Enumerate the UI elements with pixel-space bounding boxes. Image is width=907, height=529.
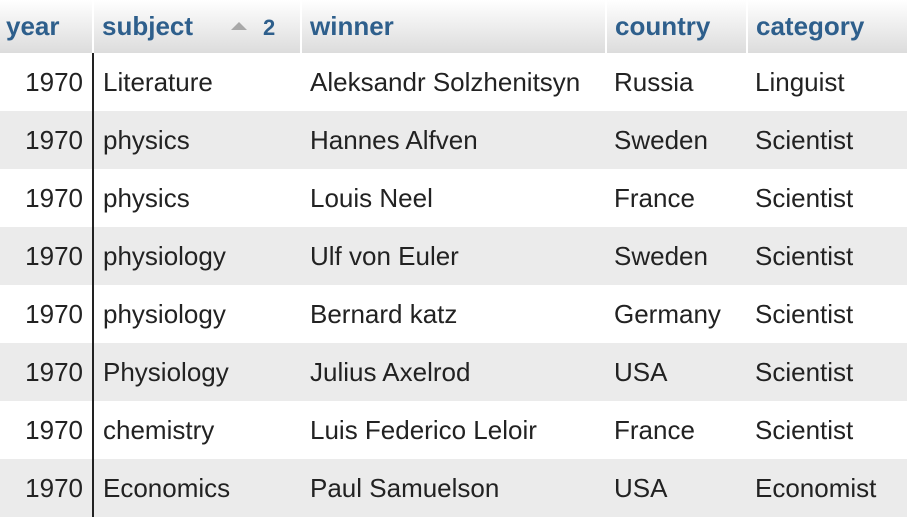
column-header-subject[interactable]: subject 2 xyxy=(93,0,302,53)
sort-ascending-icon[interactable] xyxy=(231,22,248,31)
cell-subject[interactable]: physiology xyxy=(93,227,301,285)
cell-country[interactable]: France xyxy=(606,401,747,459)
cell-subject[interactable]: physiology xyxy=(93,285,301,343)
table-body: 1970 Literature Aleksandr Solzhenitsyn R… xyxy=(0,53,907,517)
table-header: year subject 2 winner country category xyxy=(0,0,907,53)
cell-year[interactable]: 1970 xyxy=(0,401,94,459)
cell-year[interactable]: 1970 xyxy=(0,285,94,343)
cell-winner[interactable]: Luis Federico Leloir xyxy=(301,401,606,459)
cell-category[interactable]: Scientist xyxy=(747,227,907,285)
column-header-label: country xyxy=(615,11,711,41)
column-header-label: category xyxy=(756,11,865,41)
column-header-label: subject xyxy=(102,11,194,41)
cell-category[interactable]: Economist xyxy=(747,459,907,517)
cell-winner[interactable]: Julius Axelrod xyxy=(301,343,606,401)
cell-category[interactable]: Scientist xyxy=(747,111,907,169)
column-header-label: winner xyxy=(310,11,394,41)
table-row[interactable]: 1970 physics Louis Neel France Scientist xyxy=(0,169,907,227)
cell-year[interactable]: 1970 xyxy=(0,169,94,227)
cell-country[interactable]: Germany xyxy=(606,285,747,343)
cell-winner[interactable]: Paul Samuelson xyxy=(301,459,606,517)
table-row[interactable]: 1970 Physiology Julius Axelrod USA Scien… xyxy=(0,343,907,401)
sort-order-number: 2 xyxy=(263,15,276,41)
cell-category[interactable]: Scientist xyxy=(747,285,907,343)
cell-subject[interactable]: physics xyxy=(93,169,301,227)
cell-country[interactable]: Russia xyxy=(606,53,747,111)
cell-subject[interactable]: physics xyxy=(93,111,301,169)
cell-country[interactable]: USA xyxy=(606,343,747,401)
cell-year[interactable]: 1970 xyxy=(0,459,94,517)
cell-subject[interactable]: Economics xyxy=(93,459,301,517)
cell-winner[interactable]: Louis Neel xyxy=(301,169,606,227)
column-header-category[interactable]: category xyxy=(747,0,907,53)
cell-category[interactable]: Scientist xyxy=(747,343,907,401)
column-header-country[interactable]: country xyxy=(606,0,748,53)
cell-year[interactable]: 1970 xyxy=(0,53,94,111)
column-header-winner[interactable]: winner xyxy=(301,0,607,53)
cell-year[interactable]: 1970 xyxy=(0,343,94,401)
column-header-year[interactable]: year xyxy=(0,0,94,53)
cell-subject[interactable]: Literature xyxy=(93,53,301,111)
cell-winner[interactable]: Aleksandr Solzhenitsyn xyxy=(301,53,606,111)
header-row: year subject 2 winner country category xyxy=(0,0,907,53)
cell-year[interactable]: 1970 xyxy=(0,111,94,169)
cell-country[interactable]: USA xyxy=(606,459,747,517)
table-row[interactable]: 1970 chemistry Luis Federico Leloir Fran… xyxy=(0,401,907,459)
table-row[interactable]: 1970 physics Hannes Alfven Sweden Scient… xyxy=(0,111,907,169)
cell-subject[interactable]: Physiology xyxy=(93,343,301,401)
cell-category[interactable]: Scientist xyxy=(747,401,907,459)
table-row[interactable]: 1970 physiology Bernard katz Germany Sci… xyxy=(0,285,907,343)
table-row[interactable]: 1970 physiology Ulf von Euler Sweden Sci… xyxy=(0,227,907,285)
cell-winner[interactable]: Ulf von Euler xyxy=(301,227,606,285)
cell-category[interactable]: Scientist xyxy=(747,169,907,227)
table-row[interactable]: 1970 Literature Aleksandr Solzhenitsyn R… xyxy=(0,53,907,111)
cell-winner[interactable]: Hannes Alfven xyxy=(301,111,606,169)
cell-country[interactable]: Sweden xyxy=(606,111,747,169)
table-row[interactable]: 1970 Economics Paul Samuelson USA Econom… xyxy=(0,459,907,517)
cell-country[interactable]: Sweden xyxy=(606,227,747,285)
cell-country[interactable]: France xyxy=(606,169,747,227)
results-table: year subject 2 winner country category 19… xyxy=(0,0,907,517)
cell-subject[interactable]: chemistry xyxy=(93,401,301,459)
cell-winner[interactable]: Bernard katz xyxy=(301,285,606,343)
column-header-label: year xyxy=(6,11,60,41)
cell-category[interactable]: Linguist xyxy=(747,53,907,111)
cell-year[interactable]: 1970 xyxy=(0,227,94,285)
